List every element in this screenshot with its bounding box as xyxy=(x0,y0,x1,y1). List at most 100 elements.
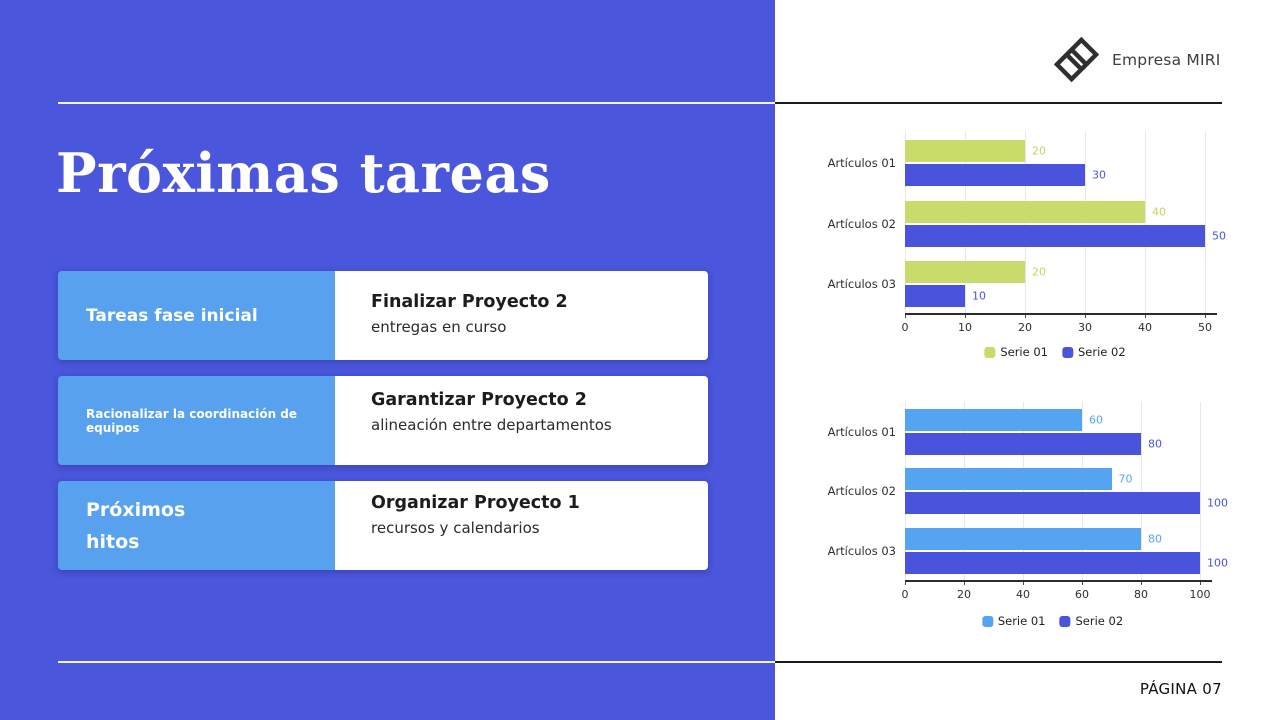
axis-tick xyxy=(1205,313,1206,318)
divider-bottom-left xyxy=(58,661,775,663)
task-subtitle: recursos y calendarios xyxy=(371,519,540,537)
axis-tick-label: 0 xyxy=(901,588,909,601)
task-row-2: Racionalizar la coordinación de equipos … xyxy=(58,376,708,465)
legend-swatch xyxy=(1062,346,1073,358)
legend-item: Serie 01 xyxy=(981,614,1046,628)
category-label: Artículos 02 xyxy=(827,216,896,231)
bar-value-label: 20 xyxy=(1032,265,1046,279)
task-content-1: Finalizar Proyecto 2 entregas en curso xyxy=(335,271,708,360)
bar xyxy=(905,285,965,308)
bar-value-label: 100 xyxy=(1207,556,1228,570)
bar-value-label: 60 xyxy=(1089,413,1103,427)
diamond-logo-icon xyxy=(1053,36,1100,83)
chart-legend: Serie 01 Serie 02 xyxy=(981,614,1124,628)
bar xyxy=(905,492,1200,515)
gridline xyxy=(964,402,965,580)
axis-tick xyxy=(1025,313,1026,318)
bar xyxy=(905,261,1025,284)
axis-tick-label: 40 xyxy=(1138,321,1152,334)
x-axis-line xyxy=(905,313,1217,315)
slide-title: Próximas tareas xyxy=(56,141,551,205)
axis-tick xyxy=(1141,580,1142,585)
task-title: Garantizar Proyecto 2 xyxy=(371,390,587,410)
divider-top-right xyxy=(775,102,1222,104)
legend-label: Serie 02 xyxy=(1075,614,1124,628)
category-label: Artículos 02 xyxy=(827,484,896,499)
gridline xyxy=(905,402,906,580)
task-content-3: Organizar Proyecto 1 recursos y calendar… xyxy=(335,481,708,570)
axis-tick-label: 20 xyxy=(1018,321,1032,334)
task-label-1: Tareas fase inicial xyxy=(58,271,335,360)
task-title: Finalizar Proyecto 2 xyxy=(371,292,568,312)
task-label-text: Próximos hitos xyxy=(86,498,186,553)
bar xyxy=(905,200,1145,223)
axis-tick xyxy=(1085,313,1086,318)
legend-label: Serie 01 xyxy=(997,614,1046,628)
gridline xyxy=(1023,402,1024,580)
axis-tick xyxy=(965,313,966,318)
legend-label: Serie 02 xyxy=(1078,345,1126,359)
task-title: Organizar Proyecto 1 xyxy=(371,493,580,513)
divider-top-left xyxy=(58,102,775,104)
left-panel xyxy=(0,0,775,720)
task-list: Tareas fase inicial Finalizar Proyecto 2… xyxy=(58,271,708,570)
task-label-text: Tareas fase inicial xyxy=(86,305,258,326)
legend-label: Serie 01 xyxy=(1000,345,1048,359)
axis-tick-label: 0 xyxy=(901,321,909,334)
bar-value-label: 80 xyxy=(1148,437,1162,451)
category-label: Artículos 01 xyxy=(827,425,896,439)
axis-tick xyxy=(964,580,965,585)
category-label: Artículos 03 xyxy=(827,543,896,558)
legend-swatch xyxy=(984,346,996,358)
brand-name: Empresa MIRI xyxy=(1112,50,1221,69)
bar-value-label: 10 xyxy=(972,289,986,303)
axis-tick-label: 100 xyxy=(1189,588,1211,601)
axis-tick xyxy=(1200,580,1201,585)
bar-value-label: 30 xyxy=(1092,168,1106,182)
bar-value-label: 70 xyxy=(1118,472,1133,486)
task-row-3: Próximos hitos Organizar Proyecto 1 recu… xyxy=(58,481,708,570)
bar xyxy=(905,527,1141,550)
legend-item: Serie 01 xyxy=(984,345,1048,359)
axis-tick-label: 20 xyxy=(957,588,971,601)
axis-tick-label: 60 xyxy=(1075,588,1089,601)
gridline xyxy=(1145,131,1146,313)
page-number: PÁGINA 07 xyxy=(1139,680,1222,698)
task-label-3: Próximos hitos xyxy=(58,481,335,570)
axis-tick-label: 30 xyxy=(1078,321,1092,334)
bar-value-label: 50 xyxy=(1212,229,1226,243)
axis-tick-label: 10 xyxy=(958,321,972,334)
bar xyxy=(905,433,1141,455)
bar-value-label: 20 xyxy=(1032,144,1046,158)
bar-value-label: 100 xyxy=(1207,496,1228,510)
gridline xyxy=(1200,402,1201,580)
legend-item: Serie 02 xyxy=(1059,614,1124,628)
bar xyxy=(905,409,1082,431)
axis-tick xyxy=(905,313,906,318)
task-subtitle: alineación entre departamentos xyxy=(371,416,612,434)
gridline xyxy=(1082,402,1083,580)
bar-value-label: 80 xyxy=(1148,532,1162,546)
legend-item: Serie 02 xyxy=(1062,345,1126,359)
category-label: Artículos 03 xyxy=(827,277,896,292)
task-label-2: Racionalizar la coordinación de equipos xyxy=(58,376,335,465)
axis-tick xyxy=(1023,580,1024,585)
x-axis-line xyxy=(905,580,1212,582)
bar xyxy=(905,164,1085,186)
bar-value-label: 40 xyxy=(1152,205,1166,219)
category-label: Artículos 01 xyxy=(827,156,896,170)
chart-legend: Serie 01 Serie 02 xyxy=(984,345,1126,359)
axis-tick xyxy=(1082,580,1083,585)
legend-swatch xyxy=(981,615,993,627)
gridline xyxy=(1141,402,1142,580)
axis-tick-label: 40 xyxy=(1016,588,1030,601)
axis-tick xyxy=(1145,313,1146,318)
axis-tick-label: 80 xyxy=(1134,588,1148,601)
task-label-text: Racionalizar la coordinación de equipos xyxy=(86,406,298,435)
bar-chart-bottom: 0 20 40 60 80 100 Artículos 01 60 80 Artículos 02… xyxy=(828,402,1228,628)
legend-swatch xyxy=(1059,615,1071,627)
axis-tick-label: 50 xyxy=(1198,321,1212,334)
bar xyxy=(905,140,1025,162)
axis-tick xyxy=(905,580,906,585)
task-row-1: Tareas fase inicial Finalizar Proyecto 2… xyxy=(58,271,708,360)
